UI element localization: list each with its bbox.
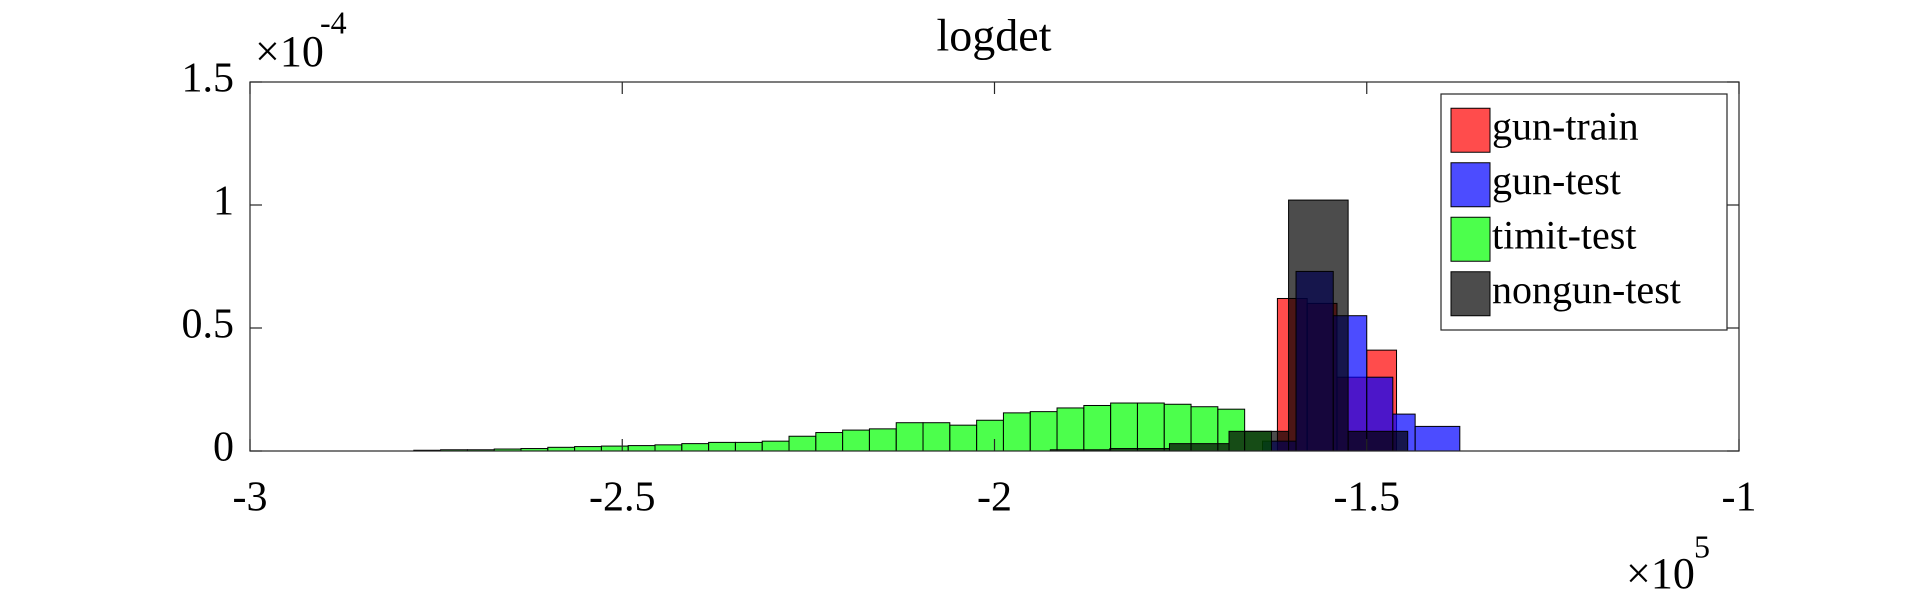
histogram-bar	[1083, 404, 1112, 452]
histogram-bar	[1002, 412, 1031, 452]
x-tick-label: -2.5	[589, 475, 656, 521]
y-multiplier-exponent: -4	[320, 4, 347, 40]
histogram-bar	[1228, 430, 1290, 452]
y-tick-label: 1	[213, 179, 234, 225]
histogram-bar	[815, 432, 844, 452]
legend-swatch	[1450, 107, 1491, 153]
histogram-bar	[788, 435, 817, 452]
histogram-bar	[976, 419, 1004, 452]
histogram-bar	[1288, 199, 1349, 452]
histogram-bar	[681, 443, 710, 452]
histogram-bar	[574, 446, 602, 452]
legend-label: nongun-test	[1492, 267, 1681, 312]
legend-swatch	[1450, 271, 1491, 317]
y-multiplier-base: ×10	[255, 27, 324, 76]
y-tick-label: 0	[213, 425, 234, 471]
legend-swatch	[1450, 162, 1491, 208]
histogram-bar	[868, 428, 897, 452]
x-tick-label: -2	[977, 475, 1012, 521]
x-multiplier-base: ×10	[1626, 549, 1695, 598]
histogram-bar	[842, 429, 870, 452]
histogram-bar	[1414, 425, 1461, 452]
histogram-bar	[627, 445, 656, 452]
x-multiplier-exponent: 5	[1694, 528, 1710, 564]
x-tick-label: -1	[1722, 475, 1757, 521]
histogram-bar	[895, 422, 924, 452]
histogram-bar	[949, 424, 978, 452]
y-tick-label: 1.5	[182, 56, 235, 102]
histogram-bar	[708, 441, 736, 452]
histogram-bar	[922, 422, 951, 452]
histogram-bar	[1056, 407, 1085, 452]
chart-title: logdet	[937, 10, 1052, 61]
histogram-bar	[1347, 430, 1409, 452]
histogram-bar	[654, 444, 683, 452]
y-tick-label: 0.5	[182, 302, 235, 348]
histogram-bar	[1136, 402, 1165, 452]
x-tick-label: -1.5	[1334, 475, 1401, 521]
histogram-bar	[1168, 443, 1230, 452]
legend-swatch	[1450, 216, 1491, 262]
histogram-bar	[761, 440, 790, 452]
histogram-bar	[600, 445, 629, 452]
histogram-bar	[734, 441, 763, 452]
legend-label: gun-test	[1492, 158, 1621, 203]
histogram-bar	[1110, 402, 1138, 452]
legend-label: gun-train	[1492, 103, 1639, 148]
histogram-bar	[1029, 411, 1058, 452]
x-tick-label: -3	[233, 475, 268, 521]
legend-label: timit-test	[1492, 212, 1636, 257]
